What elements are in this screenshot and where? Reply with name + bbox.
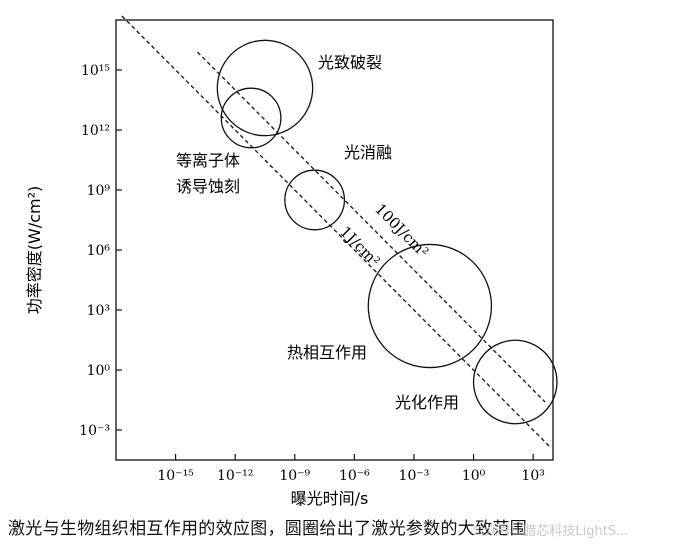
x-axis-label: 曝光时间/s [291,489,369,508]
x-tick-label-3: 10⁻⁶ [339,468,370,484]
fluence-line-0 [121,15,550,447]
region-circle-1 [220,87,282,149]
region-label-3: 热相互作用 [287,343,367,362]
region-label-2: 光消融 [344,143,392,162]
x-tick-label-2: 10⁻⁹ [279,468,310,484]
x-tick-label-6: 10³ [521,468,544,484]
chart: 10⁻¹⁵ 10⁻¹² 10⁻⁹ 10⁻⁶ 10⁻³ 10⁰ 10³ 10⁻³ 10⁰ 10³ 10… [25,15,558,508]
region-circle-3 [367,243,493,369]
y-tick-label-3: 10⁶ [87,243,111,259]
y-tick-label-4: 10⁹ [87,183,111,199]
region-label-4: 光化作用 [395,393,459,412]
region-circle-4 [472,339,558,425]
region-circle-0 [216,39,314,137]
region-label-1-0: 等离子体 [176,151,240,170]
fluence-line-1 [196,51,546,403]
x-tick-label-5: 10⁰ [462,468,486,484]
y-axis-label: 功率密度(W/cm²) [25,186,44,315]
region-label-0: 光致破裂 [318,53,382,72]
x-tick-label-0: 10⁻¹⁵ [157,468,194,484]
y-tick-label-0: 10⁻³ [79,423,110,439]
region-label-1-1: 诱导蚀刻 [176,177,240,196]
figure-caption: 激光与生物组织相互作用的效应图，圆圈给出了激光参数的大致范围 [8,519,527,539]
x-tick-label-4: 10⁻³ [399,468,430,484]
y-tick-label-5: 10¹² [81,123,110,139]
y-tick-label-1: 10⁰ [87,363,111,379]
x-tick-label-1: 10⁻¹² [217,468,253,484]
watermark-text: 公众号 · 腊芯科技LightS... [472,524,629,539]
y-tick-label-2: 10³ [87,303,110,319]
region-circle-2 [284,169,346,231]
plot-frame [115,19,554,461]
y-tick-label-6: 10¹⁵ [81,63,110,79]
fluence-line-label-0: 1J/cm² [336,223,383,271]
